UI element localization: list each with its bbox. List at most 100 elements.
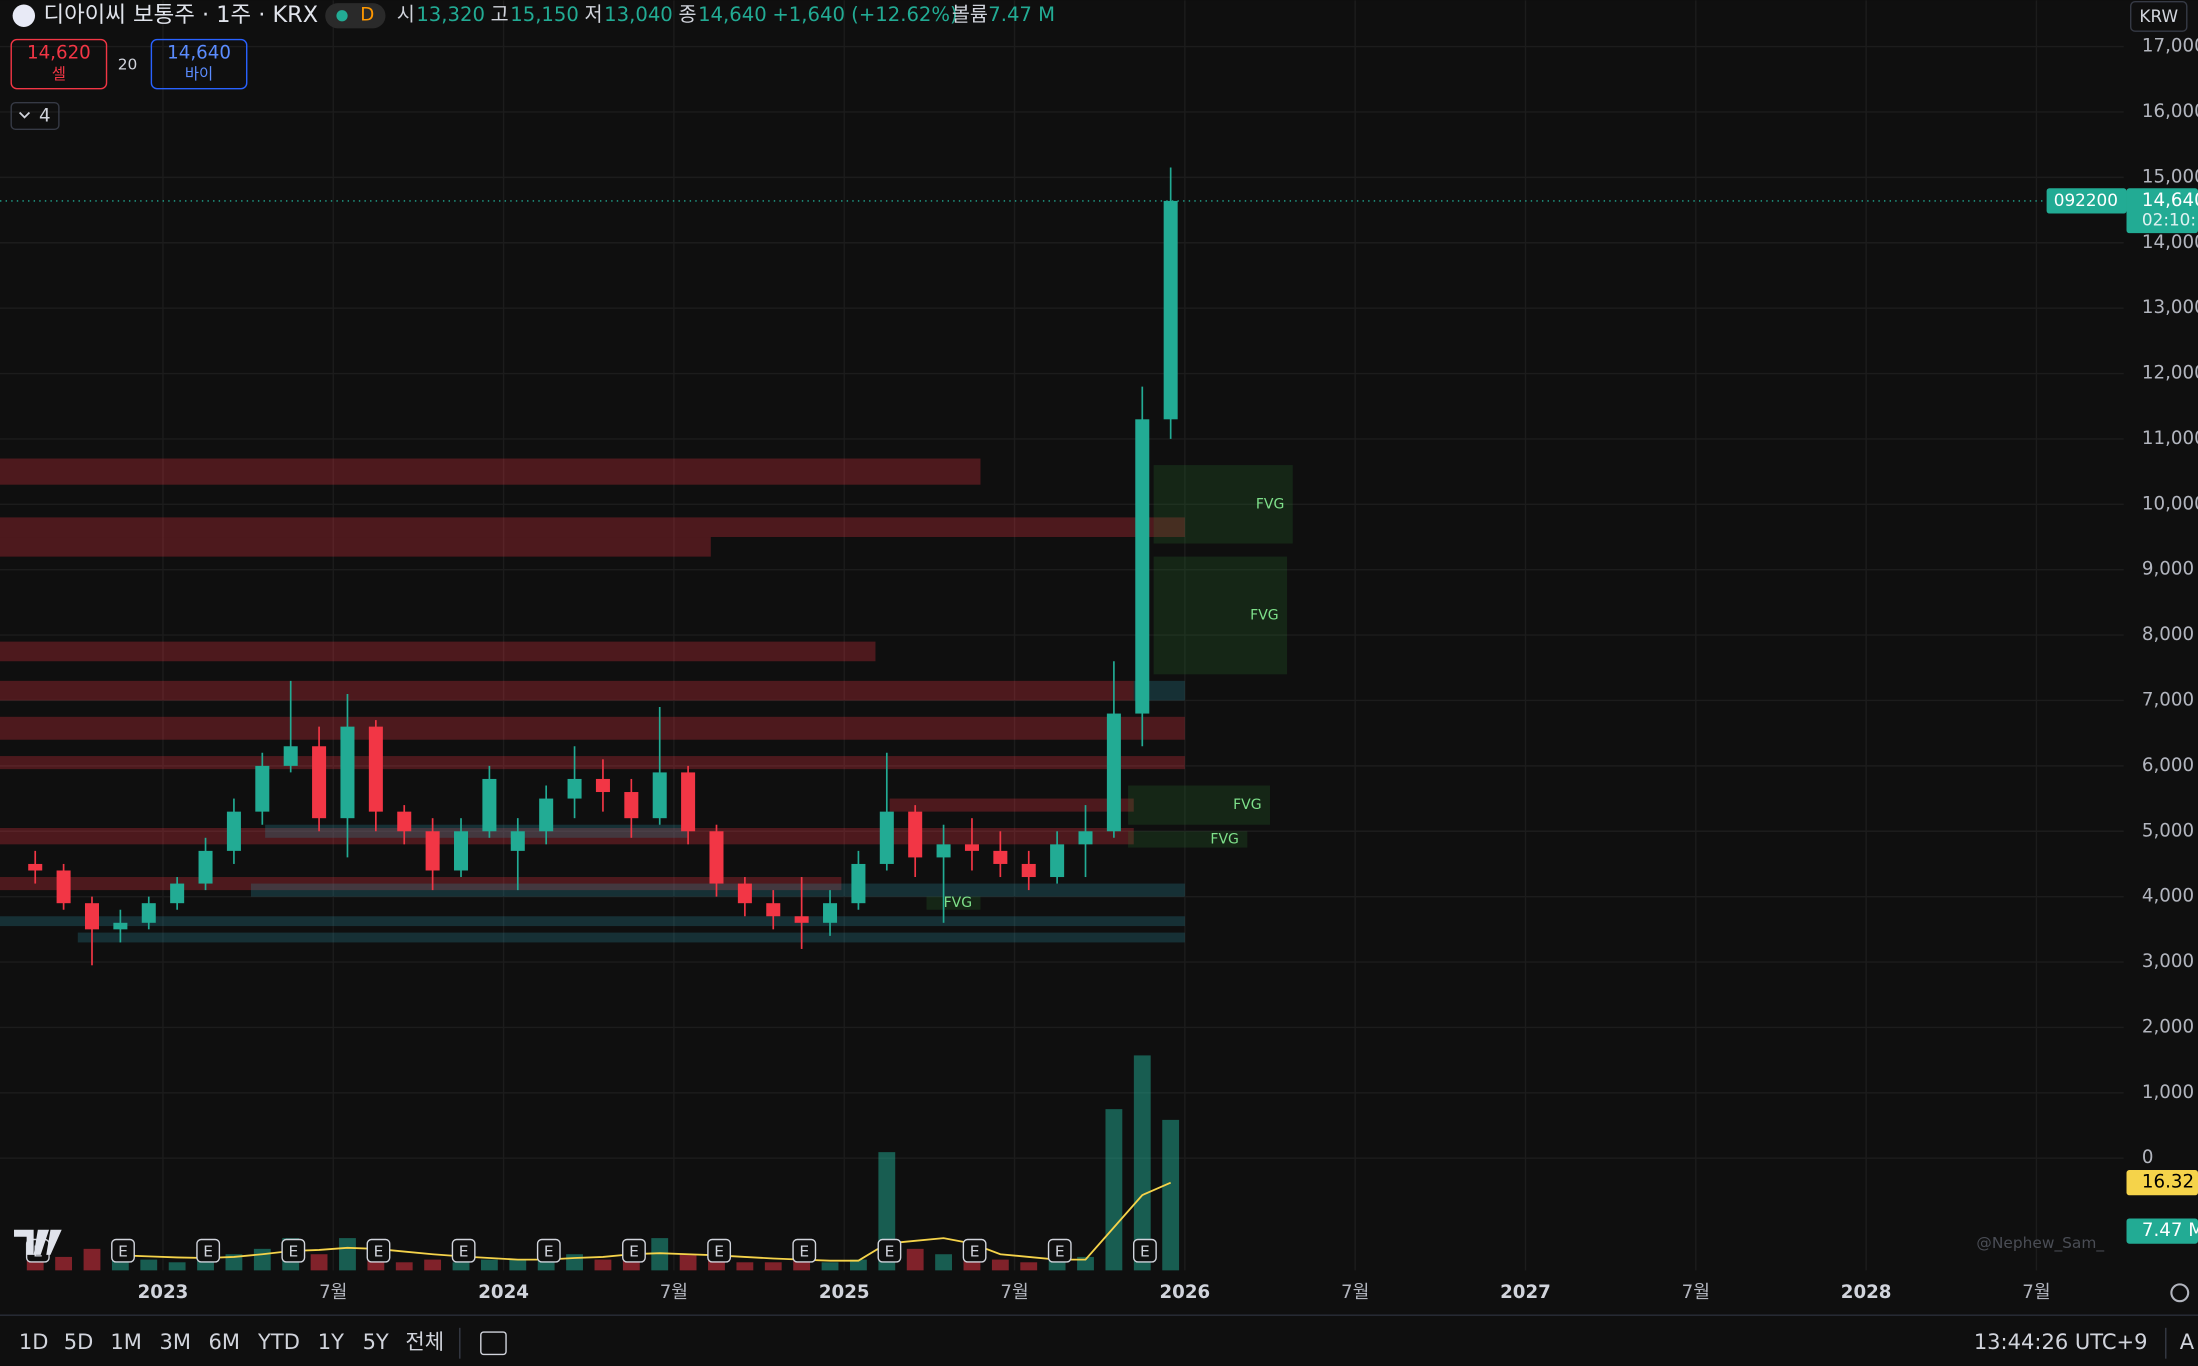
- earnings-label: E: [288, 1243, 298, 1261]
- symbol-title[interactable]: 디아이씨 보통주 · 1주 · KRX: [43, 2, 318, 28]
- y-tick-label: 1,000: [2142, 1082, 2194, 1103]
- indicator-toggle[interactable]: [10, 101, 60, 130]
- candle-body: [397, 811, 412, 832]
- volume-bar: [339, 1238, 356, 1271]
- buy-label: 바이: [185, 65, 213, 83]
- clock[interactable]: 13:44:26 UTC+9: [1974, 1329, 2148, 1354]
- currency: KRW: [2139, 6, 2178, 26]
- zone: [250, 883, 1185, 897]
- date-range-icon[interactable]: [480, 1331, 507, 1356]
- market-status: [336, 10, 348, 22]
- ohlc-label: 종: [678, 3, 696, 26]
- ohlc-label: 시: [397, 3, 415, 26]
- candle-body: [766, 903, 781, 917]
- earnings-marker[interactable]: [536, 1238, 561, 1263]
- range-button[interactable]: 3M: [159, 1329, 191, 1354]
- y-tick-label: 2,000: [2142, 1016, 2194, 1037]
- fvg-label: FVG: [1250, 607, 1278, 623]
- x-tick-label: 7월: [319, 1282, 347, 1303]
- auto-scale[interactable]: A: [2180, 1329, 2195, 1354]
- range-button[interactable]: 1Y: [318, 1329, 344, 1354]
- range-button[interactable]: 5Y: [363, 1329, 389, 1354]
- volume-bar: [140, 1259, 158, 1271]
- y-tick-label: 12,000: [2142, 363, 2198, 384]
- last-price-tag-bg: [2126, 188, 2198, 234]
- earnings-label: E: [714, 1243, 724, 1261]
- volume-bar: [395, 1262, 413, 1271]
- overlay: EEEEEEEEEEEEEE09220014,64002:10:16.327.4…: [0, 188, 2198, 1263]
- zone: [0, 756, 1185, 770]
- last-price-tag: 14,640: [2142, 190, 2198, 211]
- volume-value: 7.47 M: [988, 3, 1055, 26]
- candle-body: [737, 883, 752, 904]
- settings-icon[interactable]: [2170, 1283, 2190, 1303]
- volume-bar: [1020, 1262, 1038, 1271]
- candle-body: [823, 903, 838, 923]
- x-tick-label: 2023: [138, 1282, 189, 1303]
- range-button[interactable]: 1M: [110, 1329, 142, 1354]
- earnings-marker[interactable]: [622, 1238, 646, 1263]
- candle-body: [28, 863, 43, 871]
- buy-button[interactable]: [150, 38, 248, 90]
- y-tick-label: 9,000: [2142, 559, 2194, 580]
- y-tick-label: 4,000: [2142, 886, 2194, 907]
- volume-bar: [708, 1259, 725, 1271]
- zone: [0, 517, 1185, 538]
- x-tick-label: 2024: [478, 1282, 529, 1303]
- volume-bar: [736, 1262, 754, 1271]
- earnings-marker[interactable]: [1047, 1238, 1072, 1263]
- volume-bar: [850, 1259, 867, 1271]
- x-tick-label: 7월: [660, 1282, 688, 1303]
- earnings-marker[interactable]: [451, 1238, 476, 1263]
- candle-body: [141, 903, 156, 923]
- ohlc-label: 저: [585, 3, 603, 26]
- earnings-marker[interactable]: [281, 1238, 306, 1263]
- currency-box[interactable]: [2130, 1, 2188, 32]
- volume-bar: [452, 1262, 470, 1271]
- earnings-marker[interactable]: [707, 1238, 732, 1263]
- earnings-marker[interactable]: [792, 1238, 817, 1263]
- range-button[interactable]: 6M: [209, 1329, 241, 1354]
- symbol-logo: [12, 4, 36, 27]
- candle-body: [198, 850, 213, 884]
- fvg-box: [1128, 785, 1271, 825]
- volume-bar: [991, 1259, 1009, 1271]
- earnings-marker[interactable]: [877, 1238, 902, 1263]
- ohlc-label: 고: [491, 3, 509, 26]
- candle-body: [340, 726, 355, 819]
- y-tick-label: 8,000: [2142, 624, 2194, 645]
- fvg-label: FVG: [1233, 797, 1261, 813]
- fvg-box: [1153, 556, 1288, 675]
- candle-body: [595, 778, 610, 793]
- range-button[interactable]: 전체: [405, 1329, 444, 1354]
- candle-body: [652, 772, 667, 819]
- earnings-marker[interactable]: [196, 1238, 221, 1263]
- volume-bar: [111, 1259, 129, 1271]
- y-tick-label: 0: [2142, 1147, 2154, 1168]
- ohlc-value: 13,320: [416, 3, 485, 26]
- earnings-marker[interactable]: [962, 1238, 987, 1263]
- candle-body: [84, 903, 100, 930]
- range-button[interactable]: 1D: [19, 1329, 49, 1354]
- candle-body: [539, 798, 554, 832]
- volume-tag: 7.47 M: [2142, 1220, 2198, 1241]
- candle-body: [510, 831, 525, 851]
- range-button[interactable]: 5D: [64, 1329, 94, 1354]
- volume-bar: [764, 1262, 782, 1271]
- earnings-marker[interactable]: [366, 1238, 391, 1263]
- earnings-label: E: [799, 1243, 809, 1261]
- status-pill: [325, 3, 386, 29]
- range-button[interactable]: YTD: [257, 1329, 300, 1354]
- earnings-marker[interactable]: [111, 1238, 135, 1263]
- sell-button[interactable]: [10, 38, 108, 90]
- price-change: +1,640 (+12.62%): [772, 3, 957, 26]
- y-tick-label: 3,000: [2142, 951, 2194, 972]
- watermark: @Nephew_Sam_: [1976, 1234, 2104, 1253]
- x-tick-label: 2026: [1160, 1282, 1211, 1303]
- volume-label: 볼륨: [952, 3, 988, 26]
- earnings-marker[interactable]: [1132, 1238, 1157, 1263]
- candle-body: [454, 831, 469, 871]
- volume-bar: [509, 1259, 527, 1271]
- volume-ma-tag-bg: [2126, 1170, 2198, 1196]
